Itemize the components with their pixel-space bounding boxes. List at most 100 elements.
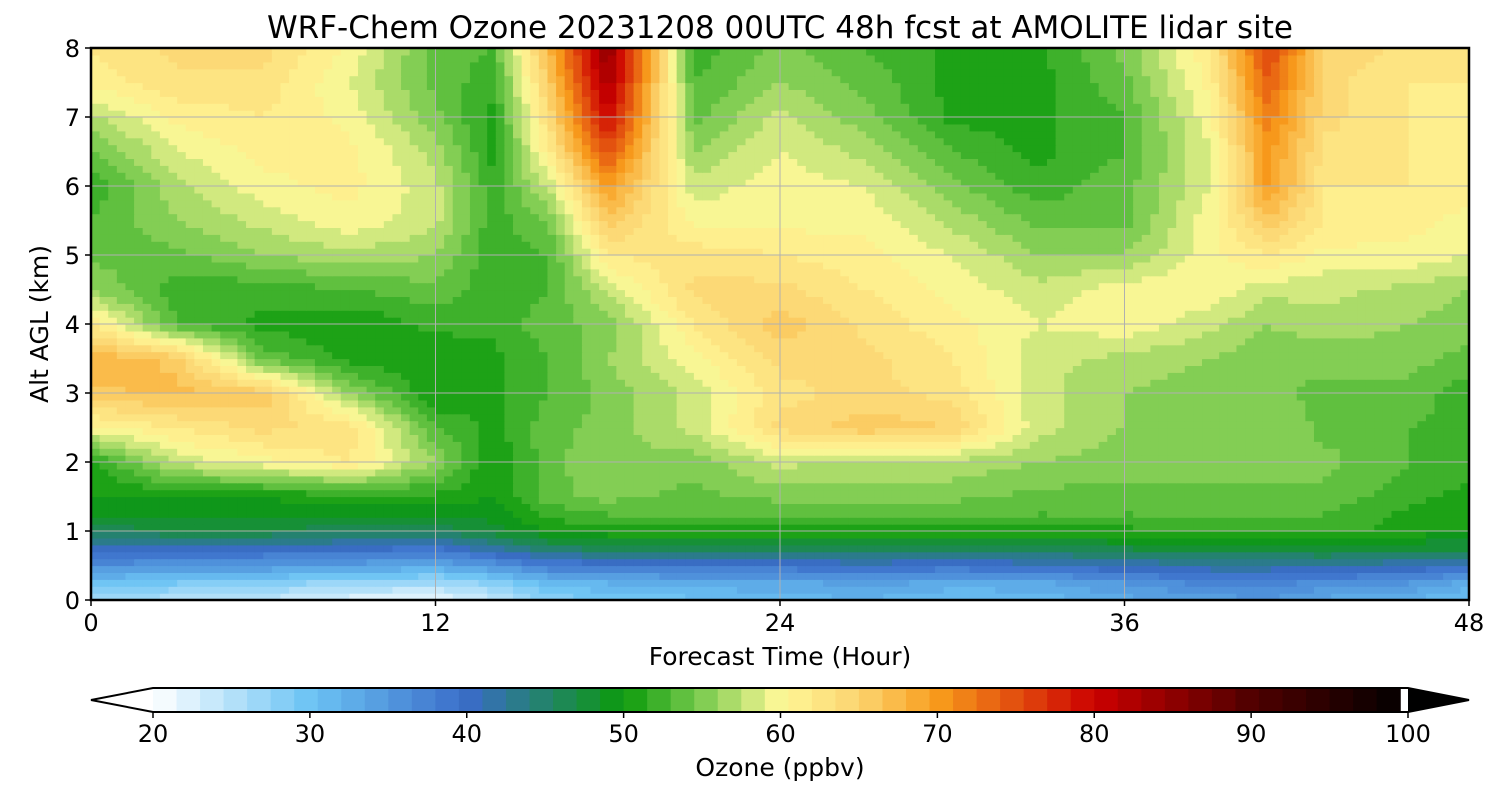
heatmap-cell [1305,399,1315,408]
heatmap-cell [1262,496,1272,504]
heatmap-cell [866,510,876,518]
heatmap-cell [1236,537,1246,546]
heatmap-cell [444,489,454,498]
heatmap-cell [1365,565,1375,573]
heatmap-cell [788,386,798,394]
heatmap-cell [202,455,213,463]
heatmap-cell [237,537,247,546]
heatmap-cell [883,489,893,498]
heatmap-cell [719,413,729,422]
heatmap-cell [1210,441,1220,449]
heatmap-cell [1064,475,1074,484]
heatmap-cell [409,406,419,415]
heatmap-cell [754,537,764,546]
heatmap-cell [693,544,704,553]
heatmap-cell [1279,462,1289,470]
heatmap-cell [1348,544,1358,553]
heatmap-cell [271,386,282,394]
heatmap-cell [357,503,368,511]
heatmap-cell [1313,455,1324,463]
heatmap-cell [995,496,1005,504]
heatmap-cell [762,386,772,394]
heatmap-cell [995,537,1005,546]
heatmap-cell [926,496,936,504]
heatmap-cell [1227,579,1238,587]
heatmap-cell [960,524,971,532]
heatmap-cell [392,448,402,456]
heatmap-cell [891,448,902,456]
heatmap-cell [1184,579,1194,587]
heatmap-cell [340,531,350,539]
heatmap-cell [711,393,721,401]
heatmap-cell [1279,551,1289,560]
heatmap-cell [504,462,514,470]
heatmap-cell [1348,503,1358,511]
heatmap-cell [581,475,592,484]
heatmap-cell [848,413,859,422]
heatmap-cell [289,386,299,394]
heatmap-cell [297,496,307,504]
heatmap-cell [736,524,747,532]
heatmap-cell [1133,413,1143,422]
heatmap-cell [780,565,790,573]
heatmap-cell [91,462,101,470]
heatmap-cell [1288,565,1298,573]
heatmap-cell [564,524,574,532]
heatmap-cell [624,393,635,401]
heatmap-cell [1150,586,1160,594]
heatmap-cell [168,475,178,484]
heatmap-cell [1184,427,1194,435]
heatmap-cell [1038,420,1048,429]
heatmap-cell [108,406,118,415]
heatmap-cell [349,496,359,504]
heatmap-cell [900,399,910,408]
heatmap-cell [504,468,514,477]
heatmap-cell [952,441,962,449]
heatmap-cell [1382,537,1393,546]
heatmap-cell [194,441,204,449]
heatmap-cell [159,379,170,387]
heatmap-cell [1348,510,1358,518]
heatmap-cell [1038,434,1048,442]
heatmap-cell [426,482,437,491]
heatmap-cell [909,427,919,435]
heatmap-cell [1296,468,1306,477]
heatmap-cell [340,475,350,484]
heatmap-cell [857,393,867,401]
heatmap-cell [960,517,971,525]
heatmap-cell [995,503,1005,511]
heatmap-cell [1443,551,1453,560]
heatmap-cell [383,524,394,532]
heatmap-cell [556,462,566,470]
heatmap-cell [780,572,790,580]
heatmap-cell [1425,551,1436,560]
heatmap-cell [1038,551,1048,560]
heatmap-cell [185,441,195,449]
heatmap-cell [332,379,342,387]
heatmap-cell [1115,441,1126,449]
heatmap-cell [1098,558,1108,567]
heatmap-cell [383,593,394,600]
heatmap-cell [1150,427,1160,435]
heatmap-cell [228,386,239,394]
heatmap-cell [1374,393,1384,401]
heatmap-cell [246,379,256,387]
heatmap-cell [211,386,221,394]
heatmap-cell [607,441,617,449]
heatmap-cell [314,386,325,394]
heatmap-cell [1236,524,1246,532]
heatmap-cell [246,386,256,394]
heatmap-cell [418,386,428,394]
heatmap-cell [1158,462,1169,470]
heatmap-cell [1046,448,1057,456]
heatmap-cell [289,475,299,484]
heatmap-cell [461,441,471,449]
heatmap-cell [668,510,678,518]
heatmap-cell [444,572,454,580]
heatmap-cell [745,517,755,525]
heatmap-cell [1382,406,1393,415]
heatmap-cell [383,517,394,525]
heatmap-cell [556,524,566,532]
heatmap-cell [314,455,325,463]
heatmap-cell [349,551,359,560]
